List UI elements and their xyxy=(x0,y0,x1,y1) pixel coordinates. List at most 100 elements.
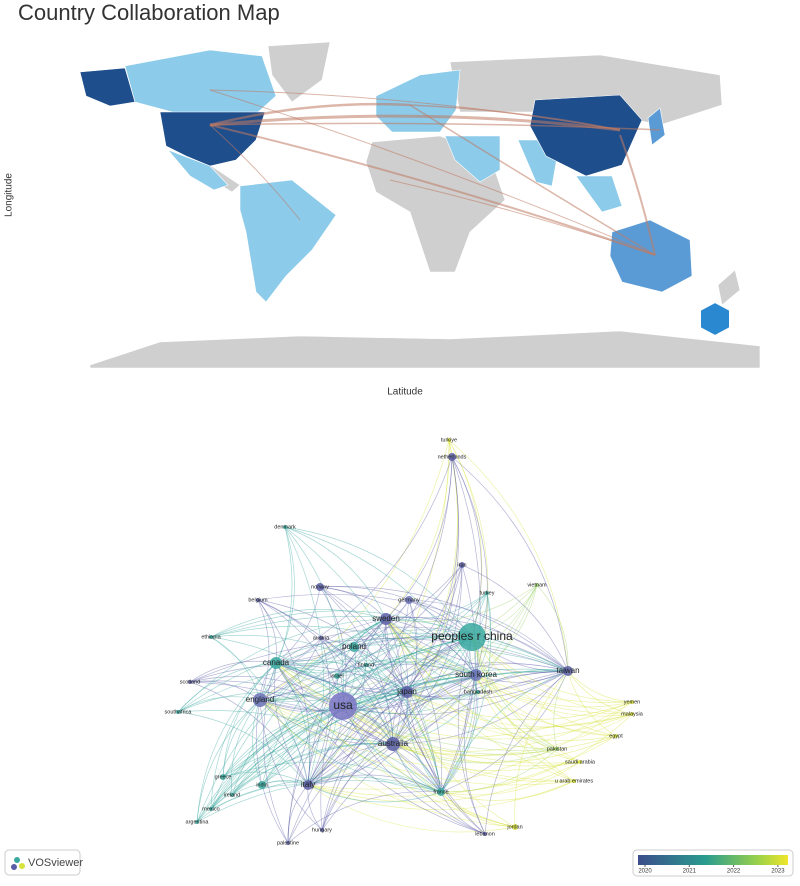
network-node xyxy=(334,673,340,679)
network-link xyxy=(274,662,309,786)
network-node xyxy=(555,747,559,751)
network-link xyxy=(342,456,453,707)
network-link xyxy=(385,618,408,693)
network-link xyxy=(406,456,459,693)
network-link xyxy=(408,599,569,672)
network-link xyxy=(275,618,387,664)
network-node xyxy=(256,598,260,602)
network-link xyxy=(259,664,367,701)
network-link xyxy=(385,618,486,835)
network-link xyxy=(392,564,463,745)
network-node xyxy=(319,636,323,640)
network-link xyxy=(259,699,394,745)
network-link xyxy=(307,664,367,786)
network-node xyxy=(286,841,290,845)
network-link xyxy=(440,674,478,793)
network-link xyxy=(307,743,394,786)
network-link xyxy=(222,668,569,778)
node-label: bangladesh xyxy=(464,689,492,695)
network-link xyxy=(514,670,569,828)
node-label: pakistan xyxy=(547,746,568,752)
network-link xyxy=(261,743,394,786)
network-link xyxy=(392,701,633,752)
network-link xyxy=(259,699,575,786)
network-link xyxy=(307,637,331,786)
node-label: turkey xyxy=(480,590,495,596)
network-link xyxy=(319,586,394,745)
network-node xyxy=(459,562,465,568)
network-link xyxy=(275,662,558,751)
network-link xyxy=(408,599,477,676)
network-link xyxy=(275,526,295,664)
node-label: germany xyxy=(398,597,420,603)
network-link xyxy=(475,592,491,676)
network-link xyxy=(406,691,442,793)
network-link xyxy=(406,564,463,693)
network-link xyxy=(275,662,442,793)
network-link xyxy=(307,761,581,803)
network-link xyxy=(365,658,477,676)
network-link xyxy=(284,526,477,676)
node-label: ethiopia xyxy=(201,634,221,640)
network-link xyxy=(275,662,310,786)
network-link xyxy=(275,662,394,745)
network-link xyxy=(257,599,394,745)
network-link xyxy=(385,618,403,745)
network-link xyxy=(259,636,473,702)
network-link xyxy=(284,526,324,786)
network-link xyxy=(210,662,277,810)
node-label: norway xyxy=(311,584,329,590)
network-node xyxy=(258,781,266,789)
network-link xyxy=(475,674,581,763)
network-link xyxy=(392,743,486,835)
node-label: malaysia xyxy=(621,711,644,717)
network-link xyxy=(275,456,453,664)
node-label: turkiye xyxy=(441,437,457,443)
network-link xyxy=(275,662,575,782)
network-link xyxy=(451,456,569,672)
network-link xyxy=(320,637,408,693)
network-link xyxy=(261,670,569,786)
network-node xyxy=(437,788,445,796)
network-link xyxy=(196,636,473,823)
network-link xyxy=(440,670,569,793)
network-link xyxy=(342,691,479,714)
network-node xyxy=(320,828,324,832)
brand-box: VOSviewer xyxy=(4,849,83,876)
node-label: italy xyxy=(301,780,315,789)
network-link xyxy=(567,670,617,737)
network-link xyxy=(307,618,387,786)
network-link xyxy=(257,599,442,793)
network-link xyxy=(287,705,344,844)
node-label: israel xyxy=(330,673,343,679)
network-link xyxy=(321,743,394,831)
node-label: yemen xyxy=(624,699,641,705)
network-link xyxy=(440,592,491,793)
network-link xyxy=(259,564,463,701)
network-link xyxy=(177,662,277,713)
network-link xyxy=(259,699,442,793)
network-link xyxy=(477,669,569,693)
network-link xyxy=(196,779,442,823)
network-node xyxy=(303,780,313,790)
network-link xyxy=(177,632,473,713)
network-link xyxy=(196,674,477,823)
network-link xyxy=(319,586,387,620)
network-link xyxy=(231,691,408,796)
network-link xyxy=(406,691,633,728)
node-label: austria xyxy=(313,635,330,641)
network-link xyxy=(275,662,477,690)
network-link xyxy=(261,618,387,786)
network-node xyxy=(614,734,618,738)
network-link xyxy=(210,615,569,672)
network-node xyxy=(483,832,487,836)
network-link xyxy=(307,784,442,803)
network-link xyxy=(342,705,442,793)
network-link xyxy=(196,618,387,823)
network-link xyxy=(210,610,473,638)
network-link xyxy=(451,456,488,676)
network-link xyxy=(385,617,569,672)
network-link xyxy=(259,526,293,701)
network-link xyxy=(189,680,394,745)
network-node xyxy=(572,779,576,783)
